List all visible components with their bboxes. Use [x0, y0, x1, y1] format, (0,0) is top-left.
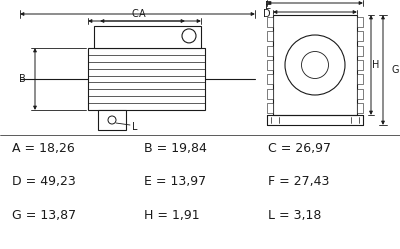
Bar — [357, 74, 363, 84]
Text: A: A — [139, 9, 146, 19]
Text: L: L — [132, 122, 138, 132]
Bar — [94, 26, 201, 48]
Bar — [267, 60, 273, 70]
Circle shape — [182, 29, 196, 43]
Text: B: B — [19, 74, 26, 84]
Bar — [267, 31, 273, 41]
Circle shape — [108, 116, 116, 124]
Bar — [98, 110, 126, 130]
Text: G = 13,87: G = 13,87 — [12, 209, 76, 222]
Text: G: G — [391, 65, 398, 75]
Bar — [357, 17, 363, 27]
Circle shape — [302, 52, 328, 78]
Text: F: F — [312, 0, 318, 1]
Text: C = 26,97: C = 26,97 — [268, 142, 331, 155]
Bar — [357, 31, 363, 41]
Text: H: H — [372, 60, 379, 70]
Bar — [357, 60, 363, 70]
Bar — [357, 103, 363, 113]
Text: F = 27,43: F = 27,43 — [268, 175, 329, 188]
Bar — [267, 89, 273, 99]
Text: E = 13,97: E = 13,97 — [144, 175, 206, 188]
Text: D = 49,23: D = 49,23 — [12, 175, 76, 188]
Bar — [267, 46, 273, 56]
Circle shape — [285, 35, 345, 95]
Text: E: E — [265, 1, 271, 11]
Text: C: C — [131, 9, 138, 19]
Bar — [88, 48, 205, 110]
Text: D: D — [263, 9, 271, 19]
Text: A = 18,26: A = 18,26 — [12, 142, 75, 155]
Text: H = 1,91: H = 1,91 — [144, 209, 200, 222]
Text: B = 19,84: B = 19,84 — [144, 142, 207, 155]
Bar — [357, 46, 363, 56]
Bar — [267, 74, 273, 84]
Text: L = 3,18: L = 3,18 — [268, 209, 321, 222]
Bar — [267, 17, 273, 27]
Bar — [273, 15, 357, 115]
Bar — [267, 103, 273, 113]
Bar — [357, 89, 363, 99]
